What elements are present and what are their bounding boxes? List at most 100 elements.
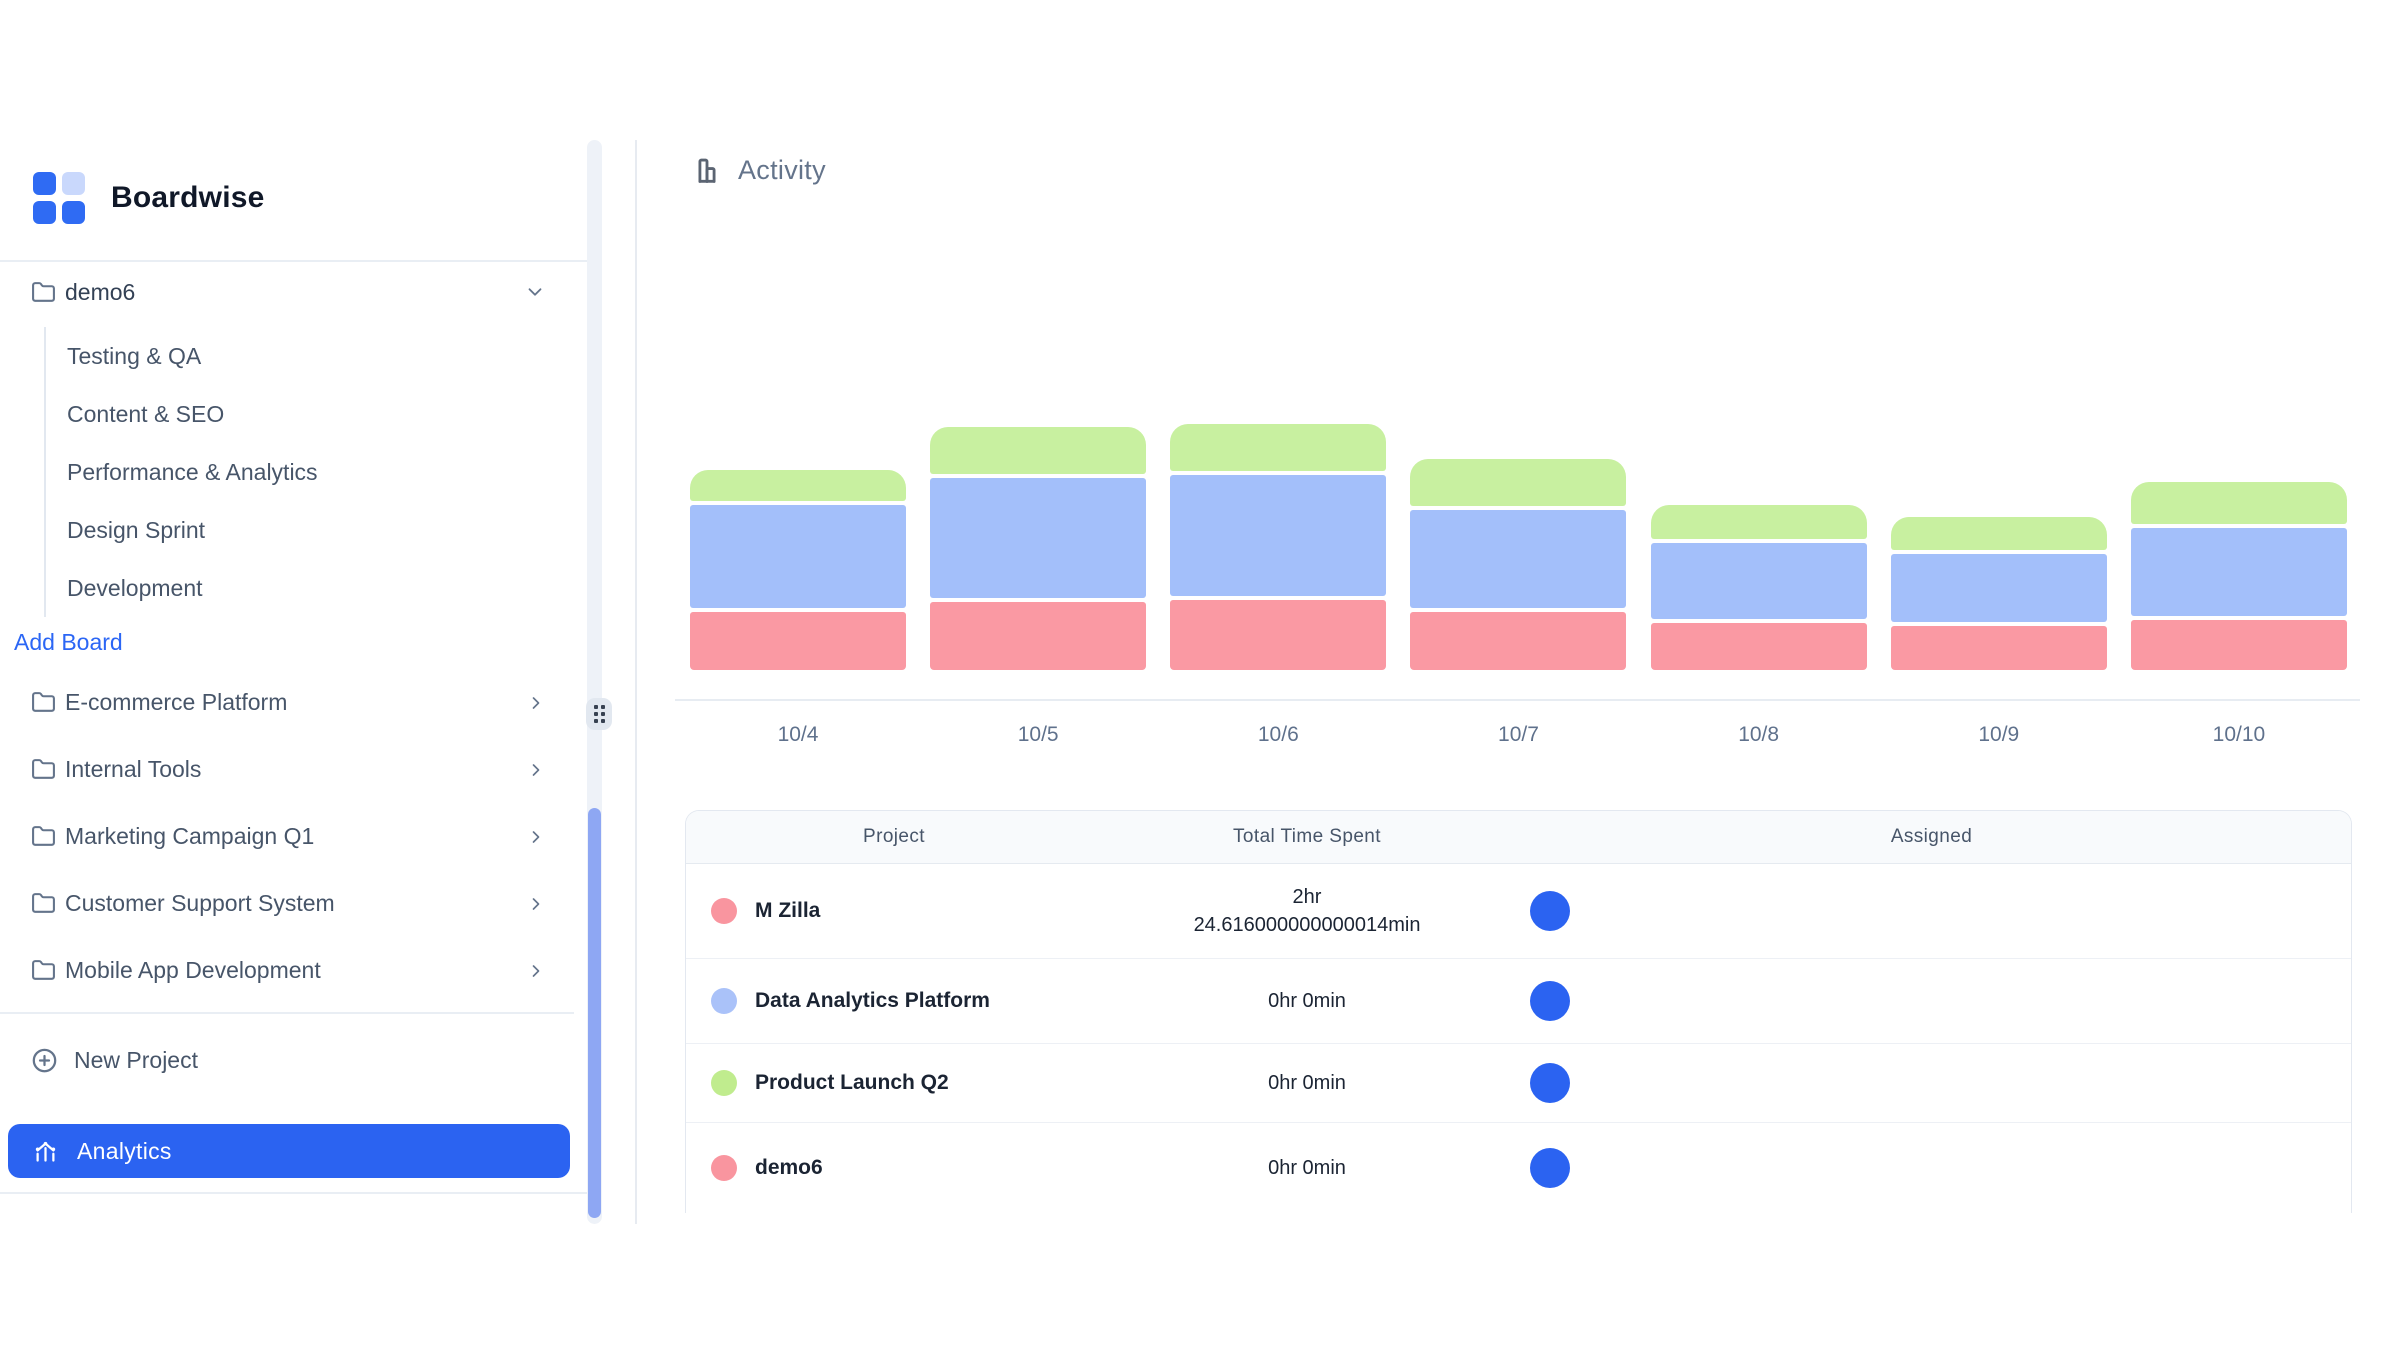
project-label: Customer Support System	[65, 890, 335, 916]
sidebar-project-mobile-app-development[interactable]: Mobile App Development	[0, 937, 600, 1004]
bar-segment-data-analytics-platform	[1410, 510, 1627, 608]
section-title: Activity	[738, 154, 826, 185]
x-tick-10-7: 10/7	[1498, 723, 1539, 746]
sidebar-project-marketing-campaign-q1[interactable]: Marketing Campaign Q1	[0, 803, 600, 870]
sidebar-scrollbar-thumb[interactable]	[588, 808, 601, 1218]
new-project-label: New Project	[74, 1046, 198, 1073]
folder-icon	[31, 690, 56, 715]
table-row-m-zilla[interactable]: M Zilla 2hr 24.616000000000014min	[686, 864, 2351, 959]
x-tick-10-10: 10/10	[2212, 723, 2266, 746]
column-header-project: Project	[863, 826, 925, 847]
assignee-avatar	[1530, 1063, 1570, 1103]
sidebar-resize-handle[interactable]	[586, 698, 612, 730]
column-header-total-time: Total Time Spent	[1233, 826, 1381, 847]
bar-segment-data-analytics-platform	[1890, 554, 2107, 622]
project-name: M Zilla	[755, 899, 821, 922]
folder-icon	[31, 280, 56, 305]
app-title: Boardwise	[111, 180, 265, 214]
sidebar-project-e-commerce-platform[interactable]: E-commerce Platform	[0, 669, 600, 736]
bar-10-6[interactable]	[1170, 424, 1387, 670]
table-row-data-analytics-platform[interactable]: Data Analytics Platform 0hr 0min	[686, 959, 2351, 1044]
column-header-assigned: Assigned	[1890, 826, 1973, 847]
bar-segment-m-zilla	[690, 612, 906, 670]
bar-segment-m-zilla	[930, 602, 1147, 670]
bar-segment-product-launch-q2	[1890, 517, 2107, 550]
assigned-cell	[1512, 1063, 2351, 1103]
analytics-button[interactable]: Analytics	[8, 1124, 570, 1178]
bar-10-4[interactable]	[690, 470, 906, 670]
folder-icon	[31, 757, 56, 782]
project-list: E-commerce Platform Internal Tools Marketi…	[0, 669, 600, 1004]
bar-10-10[interactable]	[2130, 482, 2347, 670]
project-cell: Product Launch Q2	[686, 1070, 1102, 1096]
bar-segment-product-launch-q2	[2130, 482, 2347, 524]
chevron-right-icon[interactable]	[526, 827, 546, 847]
table-body: M Zilla 2hr 24.616000000000014min Data Anal…	[686, 864, 2351, 1213]
chevron-right-icon[interactable]	[526, 693, 546, 713]
bar-10-8[interactable]	[1650, 505, 1867, 670]
sidebar-board-testing-qa[interactable]: Testing & QA	[67, 342, 202, 369]
bar-segment-product-launch-q2	[690, 470, 906, 501]
bar-segment-m-zilla	[2130, 620, 2347, 670]
bar-10-7[interactable]	[1410, 459, 1627, 670]
sidebar-board-design-sprint[interactable]: Design Sprint	[67, 516, 206, 543]
sidebar-project-internal-tools[interactable]: Internal Tools	[0, 736, 600, 803]
total-time-cell: 2hr 24.616000000000014min	[1102, 883, 1512, 939]
assignee-avatar	[1530, 981, 1570, 1021]
plus-circle-icon	[31, 1047, 58, 1074]
bar-segment-m-zilla	[1890, 626, 2107, 670]
chevron-right-icon[interactable]	[526, 961, 546, 981]
sidebar-project-demo6[interactable]: demo6	[0, 262, 600, 322]
x-axis-labels: 10/4 10/5 10/6 10/7 10/8 10/9 10/10	[690, 723, 2347, 747]
project-cell: demo6	[686, 1155, 1102, 1181]
chevron-right-icon[interactable]	[526, 760, 546, 780]
sidebar-project-customer-support-system[interactable]: Customer Support System	[0, 870, 600, 937]
bar-segment-data-analytics-platform	[2130, 528, 2347, 616]
x-axis-line	[675, 699, 2360, 701]
add-board-button[interactable]: Add Board	[14, 628, 123, 655]
time-line: 0hr 0min	[1268, 1157, 1346, 1179]
sidebar-board-content-seo[interactable]: Content & SEO	[67, 400, 225, 427]
logo-square	[33, 171, 56, 195]
sidebar-border	[635, 140, 637, 1224]
folder-icon	[31, 824, 56, 849]
bar-10-9[interactable]	[1890, 517, 2107, 670]
new-project-button[interactable]: New Project	[0, 1027, 600, 1093]
analytics-label: Analytics	[77, 1137, 172, 1164]
sidebar-divider	[0, 1012, 574, 1014]
bar-segment-m-zilla	[1650, 623, 1867, 670]
total-time-cell: 0hr 0min	[1102, 1154, 1512, 1182]
activity-stacked-bar-chart	[690, 390, 2347, 670]
bar-segment-m-zilla	[1170, 600, 1387, 670]
boardwise-logo-icon	[33, 171, 85, 224]
bar-segment-m-zilla	[1410, 612, 1627, 670]
board-list: Testing & QA Content & SEO Performance & A…	[44, 327, 600, 617]
table-row-demo6[interactable]: demo6 0hr 0min	[686, 1123, 2351, 1213]
bar-segment-data-analytics-platform	[1170, 475, 1387, 596]
logo-square	[33, 200, 56, 224]
main-content: Activity 10/4 10/5 10/6 10/7 10/8 10/9 10/10 P…	[675, 135, 2360, 1235]
sidebar-board-development[interactable]: Development	[67, 574, 203, 601]
project-label: demo6	[65, 278, 136, 305]
folder-icon	[31, 958, 56, 983]
folder-icon	[31, 891, 56, 916]
chevron-down-icon[interactable]	[524, 281, 546, 303]
sidebar-board-performance-analytics[interactable]: Performance & Analytics	[67, 458, 318, 485]
project-label: Internal Tools	[65, 756, 202, 782]
x-tick-10-4: 10/4	[777, 723, 819, 746]
activity-header: Activity	[690, 153, 826, 187]
table-row-product-launch-q2[interactable]: Product Launch Q2 0hr 0min	[686, 1044, 2351, 1123]
chevron-right-icon[interactable]	[526, 894, 546, 914]
project-name: Data Analytics Platform	[755, 989, 990, 1012]
project-color-dot	[711, 988, 737, 1014]
project-name: demo6	[755, 1156, 823, 1179]
assigned-cell	[1512, 891, 2351, 931]
project-cell: Data Analytics Platform	[686, 988, 1102, 1014]
project-color-dot	[711, 898, 737, 924]
analytics-icon	[32, 1138, 59, 1165]
bar-10-5[interactable]	[930, 427, 1147, 670]
total-time-cell: 0hr 0min	[1102, 1069, 1512, 1097]
project-color-dot	[711, 1070, 737, 1096]
bar-segment-data-analytics-platform	[690, 505, 906, 608]
